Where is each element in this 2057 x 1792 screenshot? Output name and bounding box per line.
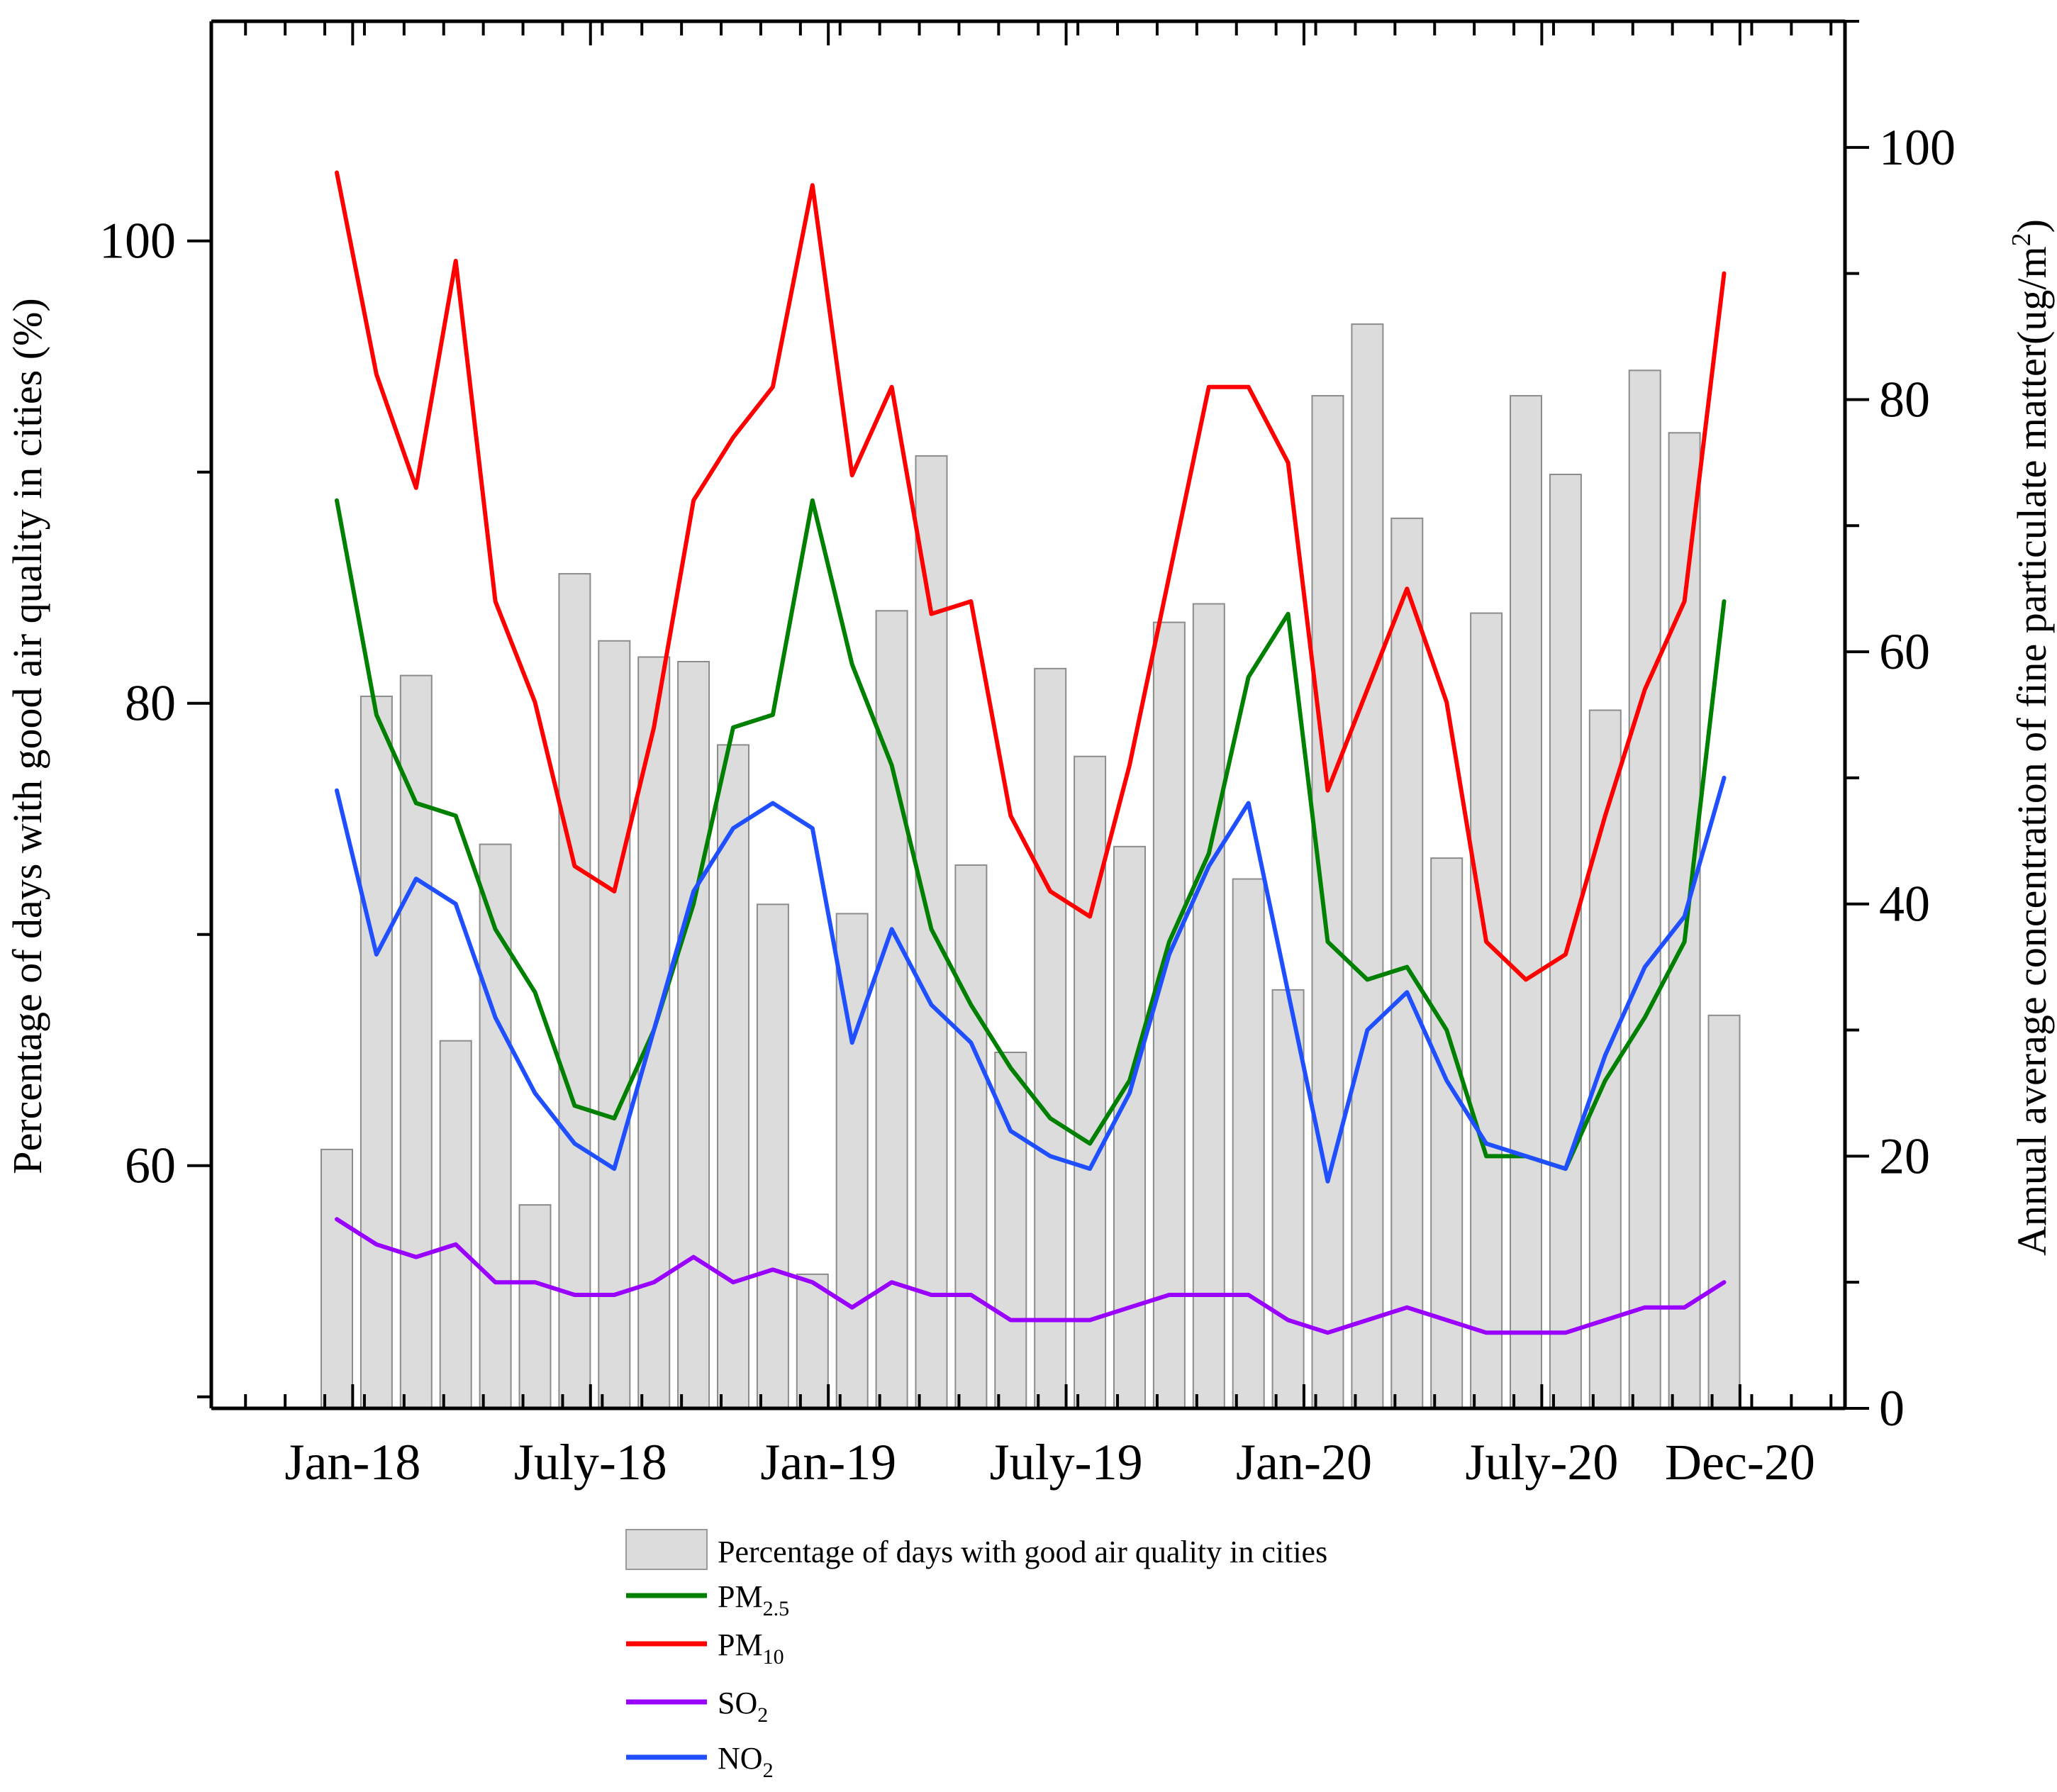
right-tick-label: 0 — [1879, 1380, 1905, 1437]
bar-2020-12 — [1707, 1014, 1741, 1410]
left-axis-title: Percentage of days with good air quality… — [4, 298, 50, 1174]
lines-layer — [335, 170, 1727, 1335]
legend: Percentage of days with good air quality… — [625, 1529, 1327, 1782]
bar-2018-06 — [518, 1204, 552, 1409]
bar-2020-02 — [1311, 395, 1344, 1409]
bar-2018-04 — [439, 1040, 472, 1409]
bar-2018-07 — [558, 573, 591, 1409]
right-tick-label: 60 — [1879, 623, 1930, 680]
bar-2020-11 — [1668, 432, 1701, 1409]
series-line-pm25 — [335, 498, 1727, 1172]
bar-2020-06 — [1470, 612, 1503, 1409]
x-tick-label: July-20 — [1465, 1434, 1618, 1491]
bar-2019-10 — [1152, 621, 1186, 1409]
bar-2018-02 — [359, 695, 393, 1409]
left-tick-label: 80 — [125, 675, 176, 732]
legend-so2-name: SO — [718, 1686, 757, 1720]
legend-pm25-name: PM — [718, 1579, 763, 1614]
legend-no2-name: NO — [718, 1741, 763, 1776]
series-line-pm10 — [335, 170, 1727, 982]
bar-2020-04 — [1390, 517, 1424, 1409]
bar-2020-10 — [1628, 369, 1661, 1409]
bar-2019-08 — [1074, 755, 1107, 1409]
x-tick-label: Jan-18 — [284, 1434, 420, 1491]
x-tick-label: July-18 — [514, 1434, 667, 1491]
right-tick-label: 100 — [1879, 119, 1956, 176]
bar-2020-05 — [1430, 857, 1464, 1409]
bar-2018-10 — [677, 661, 710, 1409]
series-line-so2 — [335, 1217, 1727, 1335]
legend-so2-label: SO2 — [718, 1686, 768, 1727]
bar-2019-12 — [1232, 878, 1265, 1409]
legend-pm25-sub: 2.5 — [763, 1597, 790, 1620]
bar-2018-03 — [399, 674, 433, 1409]
right-tick-label: 40 — [1879, 876, 1930, 933]
series-line-no2 — [335, 775, 1727, 1184]
legend-pm10-label: PM10 — [718, 1627, 784, 1669]
legend-bar-swatch — [625, 1529, 708, 1570]
bar-2019-01 — [796, 1273, 829, 1410]
bar-2018-01 — [320, 1148, 353, 1410]
right-tick-label: 20 — [1879, 1128, 1930, 1184]
legend-pm25-label: PM2.5 — [718, 1579, 789, 1620]
bars-layer — [320, 323, 1741, 1410]
bar-2020-08 — [1549, 474, 1582, 1409]
x-tick-label: Jan-19 — [760, 1434, 896, 1491]
x-tick-label: Jan-20 — [1236, 1434, 1372, 1491]
bar-2019-07 — [1034, 667, 1067, 1409]
right-tick-label: 80 — [1879, 372, 1930, 428]
legend-bar-label: Percentage of days with good air quality… — [718, 1535, 1327, 1569]
left-tick-label: 60 — [125, 1137, 176, 1194]
legend-no2-label: NO2 — [718, 1741, 774, 1782]
legend-pm10-sub: 10 — [763, 1645, 784, 1669]
x-tick-label: Dec-20 — [1665, 1434, 1815, 1491]
x-tick-label: July-19 — [990, 1434, 1143, 1491]
tick-labels-layer: Jan-18 July-18 Jan-19 July-19 Jan-20 July-20 D… — [99, 119, 1956, 1491]
bar-2018-05 — [479, 843, 512, 1409]
left-tick-label: 100 — [99, 213, 176, 269]
legend-no2-sub: 2 — [763, 1759, 774, 1782]
axes-layer — [187, 19, 1869, 1410]
bar-2020-07 — [1510, 395, 1542, 1409]
right-axis-title-close: ) — [2009, 219, 2055, 233]
bar-2018-12 — [756, 903, 789, 1410]
right-axis-title-sup: 2 — [2007, 233, 2036, 246]
legend-pm10-name: PM — [718, 1627, 763, 1662]
bar-2020-03 — [1351, 323, 1384, 1410]
bar-2019-05 — [954, 864, 988, 1409]
bar-2018-11 — [717, 744, 749, 1409]
bar-2018-08 — [598, 640, 631, 1410]
right-axis-title-main: Annual average concentration of fine par… — [2009, 246, 2055, 1256]
legend-so2-sub: 2 — [757, 1703, 768, 1727]
bar-2019-09 — [1113, 845, 1146, 1410]
right-axis-title: Annual average concentration of fine par… — [2007, 219, 2055, 1256]
bar-2019-11 — [1192, 603, 1225, 1409]
